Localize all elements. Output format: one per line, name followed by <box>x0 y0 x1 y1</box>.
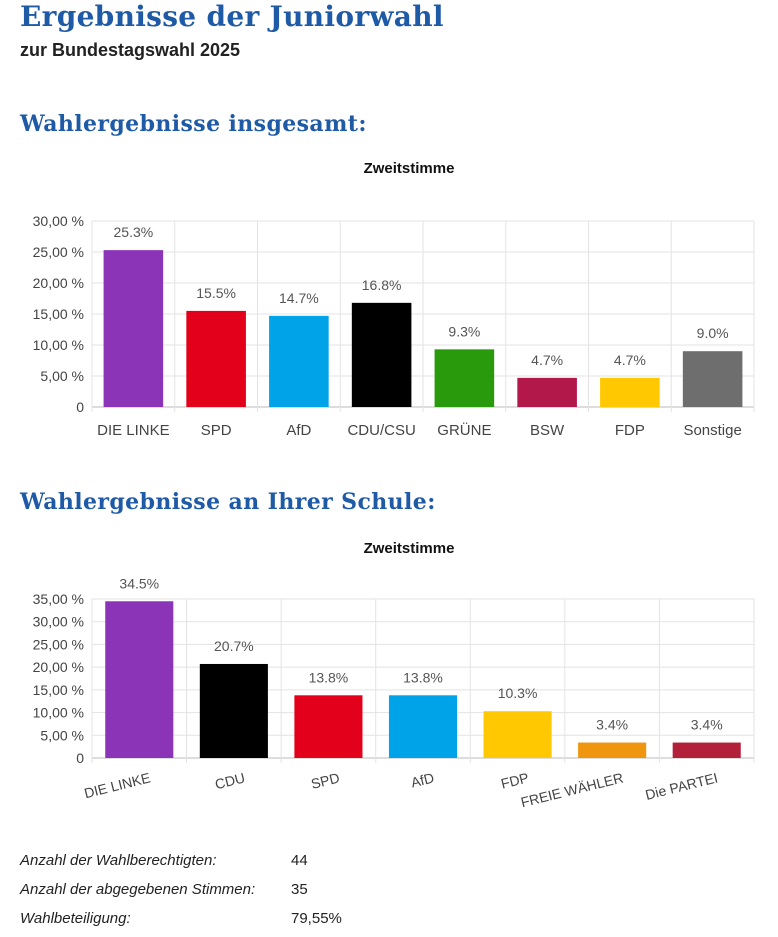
stat-row-turnout: Wahlbeteiligung: 79,55% <box>20 904 342 933</box>
stat-row-eligible: Anzahl der Wahlberechtigten: 44 <box>20 846 342 875</box>
bar-value-label: 16.8% <box>362 277 402 293</box>
bar <box>103 250 164 407</box>
bar <box>578 742 647 758</box>
page-title: Ergebnisse der Juniorwahl <box>20 0 444 33</box>
section-heading-overall: Wahlergebnisse insgesamt: <box>20 111 367 137</box>
chart-title: Zweitstimme <box>364 160 455 177</box>
bar <box>105 601 174 758</box>
y-tick-label: 5,00 % <box>40 368 84 384</box>
bar <box>294 695 363 758</box>
bar <box>351 302 412 407</box>
y-tick-label: 20,00 % <box>33 659 84 675</box>
stat-value: 79,55% <box>291 910 342 927</box>
bar-value-label: 9.3% <box>448 323 480 339</box>
x-tick-label: SPD <box>309 769 341 791</box>
y-tick-label: 35,00 % <box>33 591 84 607</box>
bar-value-label: 3.4% <box>596 717 628 733</box>
y-tick-label: 10,00 % <box>33 337 84 353</box>
bar-value-label: 3.4% <box>691 717 723 733</box>
bar <box>434 349 495 407</box>
chart-title: Zweitstimme <box>364 540 455 557</box>
x-tick-label: FDP <box>499 769 530 791</box>
stat-value: 44 <box>291 852 308 869</box>
bar-value-label: 20.7% <box>214 638 254 654</box>
bar-value-label: 34.5% <box>119 575 159 591</box>
bar-value-label: 4.7% <box>614 352 646 368</box>
bar-value-label: 15.5% <box>196 285 236 301</box>
y-tick-label: 10,00 % <box>33 705 84 721</box>
y-tick-label: 0 <box>76 750 84 766</box>
stat-label: Wahlbeteiligung: <box>20 910 131 927</box>
stat-value: 35 <box>291 881 308 898</box>
x-tick-label: CDU <box>213 769 246 792</box>
stats-table: Anzahl der Wahlberechtigten: 44 Anzahl d… <box>20 846 342 933</box>
x-tick-label: Sonstige <box>683 422 741 439</box>
chart-overall: Zweitstimme 0 5,00 % 10,00 % 15,00 % 20,00 % 2… <box>0 150 778 450</box>
x-tick-label: AfD <box>409 769 436 790</box>
bar <box>199 663 268 758</box>
y-tick-label: 30,00 % <box>33 614 84 630</box>
chart-school: Zweitstimme 0 5,00 % 10,00 % 15,00 % 20,00 % 2… <box>0 530 778 825</box>
bar <box>672 742 741 758</box>
bar <box>682 351 743 407</box>
bar <box>269 315 329 407</box>
bar-value-label: 13.8% <box>309 669 349 685</box>
bar-value-label: 9.0% <box>697 325 729 341</box>
y-tick-label: 0 <box>76 399 84 415</box>
stat-label: Anzahl der abgegebenen Stimmen: <box>20 881 256 898</box>
stat-label: Anzahl der Wahlberechtigten: <box>20 852 217 869</box>
y-tick-label: 25,00 % <box>33 636 84 652</box>
bar <box>517 377 577 407</box>
x-tick-label: CDU/CSU <box>347 422 415 439</box>
x-tick-label: GRÜNE <box>437 421 491 439</box>
bar-value-label: 13.8% <box>403 669 443 685</box>
page-subtitle: zur Bundestagswahl 2025 <box>20 40 241 60</box>
bar <box>600 377 660 407</box>
bar-value-label: 10.3% <box>498 685 538 701</box>
y-tick-label: 15,00 % <box>33 682 84 698</box>
bar-value-label: 14.7% <box>279 290 319 306</box>
stat-row-votes: Anzahl der abgegebenen Stimmen: 35 <box>20 875 342 904</box>
x-tick-label: AfD <box>286 422 311 439</box>
y-tick-label: 5,00 % <box>40 727 84 743</box>
bar <box>186 310 246 407</box>
bar <box>483 711 552 758</box>
y-tick-label: 15,00 % <box>33 306 84 322</box>
section-heading-school: Wahlergebnisse an Ihrer Schule: <box>20 489 436 515</box>
x-tick-label: SPD <box>201 422 232 439</box>
bar <box>388 695 458 758</box>
y-tick-label: 20,00 % <box>33 275 84 291</box>
y-tick-label: 30,00 % <box>33 213 84 229</box>
bar-value-label: 4.7% <box>531 352 563 368</box>
bar-value-label: 25.3% <box>114 224 154 240</box>
x-tick-label: DIE LINKE <box>97 422 170 439</box>
x-tick-label: FDP <box>615 422 645 439</box>
x-tick-label: BSW <box>530 422 565 439</box>
y-tick-label: 25,00 % <box>33 244 84 260</box>
